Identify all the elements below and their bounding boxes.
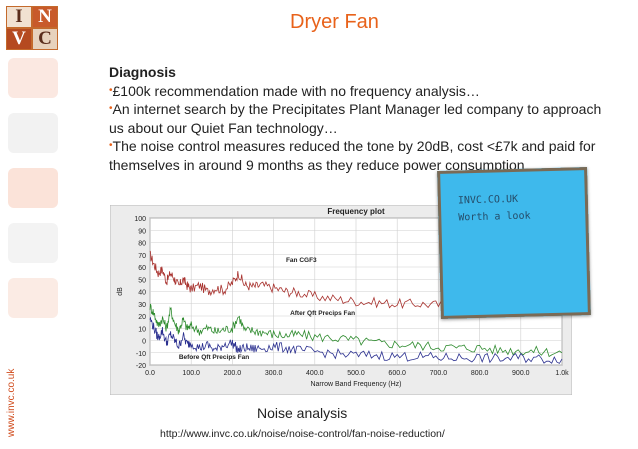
x-tick-label: 0.0 [145,370,155,377]
y-tick-label: 80 [138,241,146,248]
x-tick-label: 1.0k [555,370,569,377]
bullet-marker: • [109,140,113,151]
y-tick-label: -20 [136,363,146,370]
diagnosis-heading: Diagnosis [109,64,176,80]
x-axis-label: Narrow Band Frequency (Hz) [310,381,401,388]
logo-letter: C [32,28,58,50]
side-website-url[interactable]: www.invc.co.uk [6,368,17,437]
x-tick-label: 700.0 [430,370,448,377]
x-tick-label: 800.0 [471,370,489,377]
chart-annotation: Fan CGF3 [286,257,317,264]
diagnosis-block: Diagnosis •£100k recommendation made wit… [109,63,604,174]
source-link[interactable]: http://www.invc.co.uk/noise/noise-contro… [160,428,445,440]
invc-logo: I N V C [6,6,58,50]
x-tick-label: 600.0 [388,370,406,377]
y-tick-label: 60 [138,265,146,272]
y-tick-label: 0 [142,339,146,346]
y-axis-label: dB [117,287,124,296]
x-tick-label: 200.0 [224,370,242,377]
y-tick-label: -10 [136,351,146,358]
series-line-3 [149,317,563,364]
slide-title: Dryer Fan [290,11,379,33]
y-tick-label: 90 [138,228,146,235]
sticky-note-line: INVC.CO.UK [457,193,519,207]
series-line-2 [149,303,563,358]
y-tick-label: 30 [138,302,146,309]
diagnosis-bullet: •An internet search by the Precipitates … [109,100,604,137]
diagnosis-bullet: •£100k recommendation made with no frequ… [109,82,604,101]
x-tick-label: 300.0 [265,370,283,377]
sticky-note-text: INVC.CO.UK Worth a look [458,191,531,227]
x-tick-label: 100.0 [182,370,200,377]
x-tick-label: 500.0 [347,370,365,377]
diagnosis-text: An internet search by the Precipitates P… [109,101,602,136]
sticky-note: INVC.CO.UK Worth a look [437,167,591,319]
bullet-marker: • [109,84,113,96]
diagnosis-bullet: •The noise control measures reduced the … [109,137,604,174]
chart-title: Frequency plot [327,207,385,216]
y-tick-label: 10 [138,326,146,333]
diagnosis-text: £100k recommendation made with no freque… [112,82,480,99]
logo-letter: V [6,28,32,50]
chart-annotation: After Qft Precips Fan [290,310,355,317]
decorative-blocks [8,58,58,333]
decorative-block [8,168,58,208]
chart-annotation: Before Qft Precips Fan [179,354,249,361]
decorative-block [8,223,58,263]
logo-letter: N [32,6,58,28]
logo-letter: I [6,6,32,28]
y-tick-label: 50 [138,277,146,284]
sticky-note-line: Worth a look [458,210,531,224]
y-tick-label: 70 [138,253,146,260]
y-tick-label: 100 [134,216,146,223]
diagnosis-text: The noise control measures reduced the t… [109,138,596,173]
bullet-marker: • [109,103,113,114]
x-tick-label: 900.0 [512,370,530,377]
noise-analysis-caption: Noise analysis [257,405,348,421]
y-tick-label: 40 [138,290,146,297]
x-tick-label: 400.0 [306,370,324,377]
decorative-block [8,278,58,318]
decorative-block [8,58,58,98]
y-tick-label: 20 [138,314,146,321]
decorative-block [8,113,58,153]
